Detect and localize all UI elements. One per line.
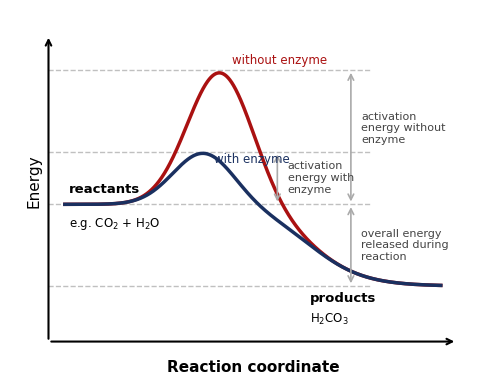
- Text: with enzyme: with enzyme: [214, 153, 290, 166]
- Text: activation
energy without
enzyme: activation energy without enzyme: [361, 112, 446, 145]
- Text: H$_2$CO$_3$: H$_2$CO$_3$: [310, 312, 349, 327]
- Text: Energy: Energy: [27, 154, 42, 208]
- Text: reactants: reactants: [69, 183, 140, 196]
- Text: e.g. CO$_2$ + H$_2$O: e.g. CO$_2$ + H$_2$O: [69, 216, 160, 232]
- Text: overall energy
released during
reaction: overall energy released during reaction: [361, 229, 449, 262]
- Text: without enzyme: without enzyme: [232, 54, 328, 67]
- Text: Reaction coordinate: Reaction coordinate: [166, 361, 339, 375]
- Text: products: products: [310, 292, 376, 305]
- Text: activation
energy with
enzyme: activation energy with enzyme: [288, 161, 354, 195]
